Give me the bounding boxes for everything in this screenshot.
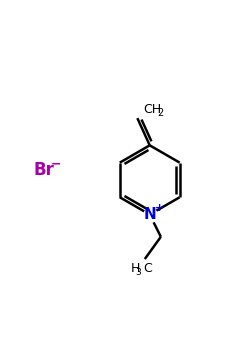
Text: Br: Br bbox=[34, 161, 54, 179]
Text: CH: CH bbox=[144, 103, 162, 116]
Text: +: + bbox=[154, 203, 164, 213]
Text: C: C bbox=[144, 262, 152, 275]
Text: H: H bbox=[130, 262, 140, 275]
Text: N: N bbox=[143, 207, 156, 222]
Text: 3: 3 bbox=[135, 268, 141, 277]
Text: −: − bbox=[50, 158, 61, 170]
Text: 2: 2 bbox=[158, 108, 164, 118]
